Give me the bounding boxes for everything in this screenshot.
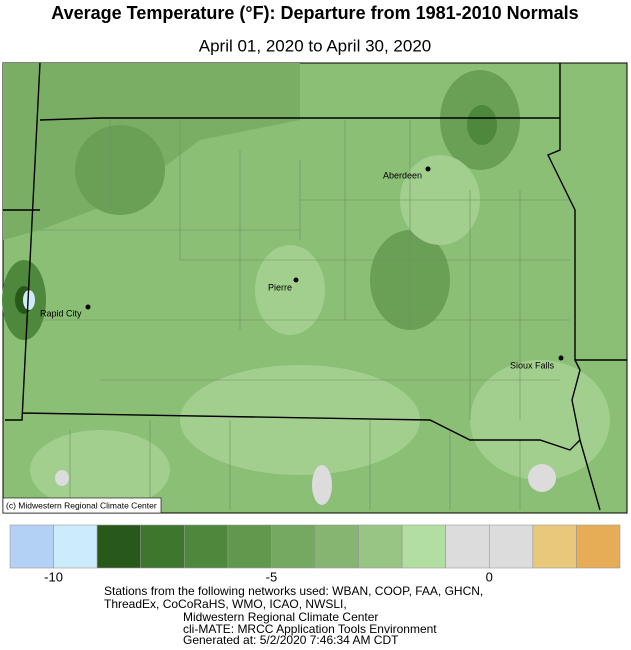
footer-line: cli-MATE: MRCC Application Tools Environ… xyxy=(183,622,437,636)
map xyxy=(2,62,628,514)
map-region xyxy=(467,105,497,145)
legend-tick-label: -10 xyxy=(44,569,63,584)
map-region xyxy=(255,245,325,335)
legend-swatch xyxy=(271,524,316,569)
footer-line: Midwestern Regional Climate Center xyxy=(183,610,378,624)
map-region xyxy=(23,290,35,310)
legend-swatch xyxy=(314,524,359,569)
city-label: Aberdeen xyxy=(383,170,422,180)
legend-swatch xyxy=(140,524,185,569)
map-region xyxy=(470,360,610,480)
map-region xyxy=(30,430,170,510)
legend: -10 -5 0 xyxy=(9,524,621,584)
legend-tick-label: -5 xyxy=(266,569,278,584)
legend-swatch xyxy=(183,524,229,569)
map-region xyxy=(180,365,420,475)
legend-swatch xyxy=(576,524,621,569)
legend-swatch xyxy=(532,524,577,569)
city-label: Sioux Falls xyxy=(510,360,555,370)
title: Average Temperature (°F): Departure from… xyxy=(51,3,578,23)
map-region xyxy=(528,464,556,492)
legend-swatch xyxy=(401,524,447,569)
legend-swatch xyxy=(227,524,272,569)
city-markers: Aberdeen Pierre Rapid City Sioux Falls xyxy=(40,166,564,370)
subtitle: April 01, 2020 to April 30, 2020 xyxy=(199,36,432,55)
legend-swatch xyxy=(96,524,142,569)
city-dot xyxy=(425,166,431,172)
legend-swatch xyxy=(53,524,98,569)
city-dot xyxy=(85,304,91,310)
legend-swatch xyxy=(358,524,403,569)
city-label: Pierre xyxy=(268,282,292,292)
state-borders xyxy=(3,62,627,511)
footer-line: ThreadEx, CoCoRaHS, WMO, ICAO, NWSLI, xyxy=(104,597,347,611)
footer-line: Generated at: 5/2/2020 7:46:34 AM CDT xyxy=(183,633,399,645)
map-region xyxy=(312,465,332,505)
credit-box xyxy=(2,497,162,514)
map-region xyxy=(75,125,165,215)
footer: Stations from the following networks use… xyxy=(104,584,483,647)
legend-swatch xyxy=(445,524,490,569)
city-label: Rapid City xyxy=(40,308,82,318)
map-region xyxy=(55,470,69,486)
city-dot xyxy=(558,355,564,361)
credit: (c) Midwestern Regional Climate Center xyxy=(6,500,157,510)
legend-swatch xyxy=(488,524,534,569)
city-dot xyxy=(293,277,299,283)
legend-swatch xyxy=(9,524,54,569)
county-lines xyxy=(40,120,570,510)
footer-line: Stations from the following networks use… xyxy=(104,584,483,598)
legend-tick-label: 0 xyxy=(486,569,493,584)
